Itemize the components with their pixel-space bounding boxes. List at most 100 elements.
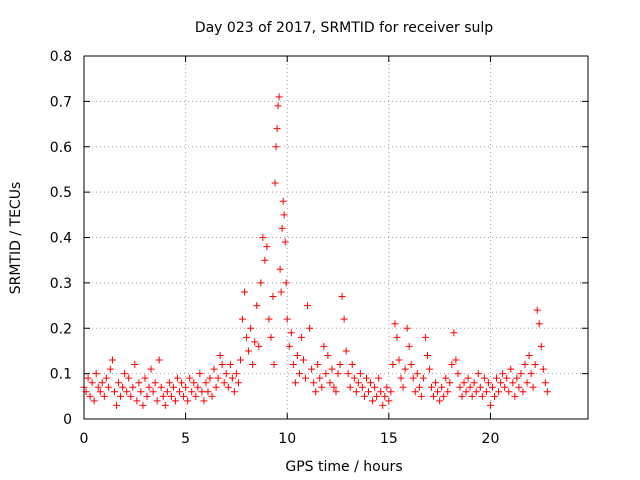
data-point — [135, 379, 143, 387]
data-point — [480, 374, 488, 382]
data-point — [438, 383, 446, 391]
data-point — [525, 351, 533, 359]
data-point — [440, 392, 448, 400]
data-point — [367, 379, 375, 387]
data-point — [478, 392, 486, 400]
data-point — [247, 324, 255, 332]
data-point — [360, 392, 368, 400]
data-point — [108, 356, 116, 364]
data-point — [102, 374, 110, 382]
data-point — [147, 365, 155, 373]
x-tick-label: 5 — [181, 431, 190, 447]
data-point — [117, 392, 125, 400]
data-point — [448, 361, 456, 369]
data-point — [272, 143, 280, 151]
data-point — [488, 383, 496, 391]
data-point — [208, 392, 216, 400]
data-point — [340, 315, 348, 323]
data-point — [369, 397, 377, 405]
data-point — [204, 388, 212, 396]
data-point — [293, 351, 301, 359]
data-point — [145, 383, 153, 391]
data-point — [137, 388, 145, 396]
data-point — [143, 392, 151, 400]
data-point — [381, 392, 389, 400]
data-point — [389, 361, 397, 369]
data-point — [194, 383, 202, 391]
data-point — [399, 383, 407, 391]
data-point — [200, 397, 208, 405]
data-point — [474, 370, 482, 378]
data-point — [165, 379, 173, 387]
data-point — [214, 374, 222, 382]
data-point — [342, 347, 350, 355]
data-point — [155, 356, 163, 364]
data-point — [436, 397, 444, 405]
data-point — [220, 379, 228, 387]
data-point — [274, 102, 282, 110]
data-point — [373, 392, 381, 400]
y-tick-label: 0.6 — [50, 140, 72, 156]
y-tick-label: 0.5 — [50, 185, 72, 201]
data-point — [159, 392, 167, 400]
data-point — [167, 392, 175, 400]
data-point — [86, 392, 94, 400]
data-point — [501, 383, 509, 391]
data-point — [149, 388, 157, 396]
data-point — [527, 370, 535, 378]
data-point — [299, 356, 307, 364]
data-point — [348, 361, 356, 369]
data-point — [316, 374, 324, 382]
data-point — [113, 401, 121, 409]
data-point — [239, 315, 247, 323]
data-point — [98, 379, 106, 387]
data-point — [131, 361, 139, 369]
data-point — [263, 243, 271, 251]
data-point — [275, 93, 283, 101]
data-point — [519, 388, 527, 396]
data-point — [464, 374, 472, 382]
data-point — [232, 370, 240, 378]
y-tick-label: 0.7 — [50, 94, 72, 110]
data-point — [269, 292, 277, 300]
data-point — [176, 388, 184, 396]
data-point — [163, 388, 171, 396]
data-point — [330, 383, 338, 391]
data-point — [415, 383, 423, 391]
x-tick-label: 20 — [482, 431, 500, 447]
data-point — [324, 351, 332, 359]
data-point — [188, 388, 196, 396]
y-axis-label: SRMTID / TECUs — [8, 182, 24, 295]
data-point — [407, 361, 415, 369]
data-point — [371, 383, 379, 391]
data-point — [529, 383, 537, 391]
data-point — [265, 315, 273, 323]
data-point — [276, 265, 284, 273]
data-point — [228, 374, 236, 382]
data-point — [354, 379, 362, 387]
data-point — [456, 383, 464, 391]
data-point — [139, 401, 147, 409]
y-tick-label: 0.1 — [50, 367, 72, 383]
data-point — [278, 224, 286, 232]
data-point — [495, 388, 503, 396]
data-point — [178, 379, 186, 387]
data-point — [96, 388, 104, 396]
data-point — [405, 342, 413, 350]
data-point — [395, 356, 403, 364]
data-point — [486, 401, 494, 409]
data-point — [458, 392, 466, 400]
data-point — [517, 370, 525, 378]
data-point — [543, 388, 551, 396]
data-point — [202, 379, 210, 387]
data-points — [80, 93, 551, 409]
data-point — [442, 374, 450, 382]
data-point — [434, 388, 442, 396]
data-point — [173, 374, 181, 382]
data-point — [271, 179, 279, 187]
data-point — [358, 383, 366, 391]
data-point — [125, 374, 133, 382]
data-point — [141, 374, 149, 382]
data-point — [161, 401, 169, 409]
data-point — [533, 306, 541, 314]
